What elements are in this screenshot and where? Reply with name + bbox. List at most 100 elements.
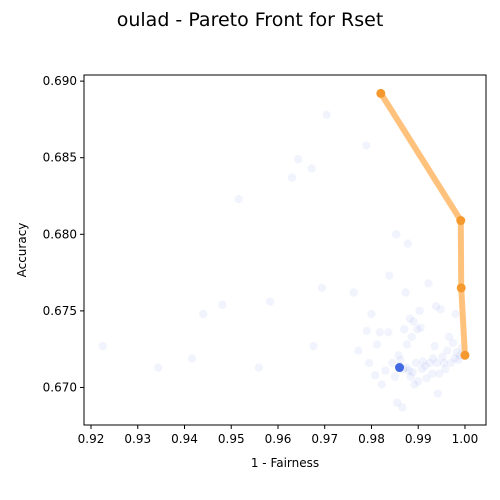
rset-point	[405, 314, 415, 323]
rset-point	[390, 372, 400, 381]
rset-point	[441, 364, 450, 374]
rset-point	[218, 300, 227, 309]
y-tick-label: 0.680	[43, 227, 77, 241]
rset-point	[322, 110, 331, 120]
rset-point	[435, 369, 444, 378]
rset-point	[375, 328, 385, 337]
rset-point	[443, 346, 452, 355]
y-tick-label: 0.685	[43, 151, 77, 165]
rset-point	[454, 355, 463, 365]
selected-point	[395, 363, 405, 373]
x-tick-label: 0.97	[311, 432, 338, 446]
rset-point	[371, 371, 380, 380]
rset-point	[407, 332, 416, 342]
rset-point	[399, 325, 409, 334]
rset-point	[392, 230, 401, 239]
rset-point	[444, 332, 454, 342]
rset-point	[452, 348, 462, 357]
x-tick-label: 0.92	[78, 432, 105, 446]
rset-point	[287, 173, 297, 182]
rset-point	[154, 363, 163, 372]
rset-point	[431, 302, 441, 311]
rset-point	[187, 354, 197, 363]
rset-point	[406, 372, 415, 381]
rset-point	[408, 367, 417, 377]
rset-point	[367, 309, 376, 319]
rset-point	[414, 377, 423, 386]
x-tick-label: 1.00	[452, 432, 479, 446]
y-tick-label: 0.675	[43, 304, 77, 318]
rset-point	[409, 317, 418, 326]
rset-point	[428, 369, 437, 378]
rset-point	[436, 305, 445, 314]
rset-point	[433, 389, 443, 398]
x-tick-label: 0.95	[218, 432, 245, 446]
y-tick-label: 0.670	[43, 380, 77, 394]
rset-point	[402, 363, 411, 372]
x-axis-label: 1 - Fairness	[251, 456, 319, 470]
rset-point	[396, 355, 405, 365]
x-tick-label: 0.96	[265, 432, 292, 446]
axes-frame	[83, 74, 487, 426]
rset-point	[428, 354, 438, 363]
y-tick-label: 0.690	[43, 74, 77, 88]
rset-point	[392, 398, 402, 407]
rset-point	[377, 380, 386, 389]
x-tick-label: 0.99	[405, 432, 432, 446]
rset-point	[424, 279, 433, 288]
rset-point	[446, 358, 456, 368]
x-tick-label: 0.93	[124, 432, 151, 446]
rset-point	[413, 325, 422, 334]
rset-point	[448, 338, 458, 348]
rset-point	[432, 358, 442, 368]
pareto-front-point	[456, 216, 466, 226]
rset-point	[422, 374, 431, 383]
rset-point	[388, 358, 397, 368]
rset-point	[293, 155, 303, 164]
rset-point	[425, 358, 435, 368]
x-tick-label: 0.94	[171, 432, 198, 446]
rset-point	[410, 380, 419, 389]
rset-point	[372, 340, 382, 349]
rset-point	[349, 288, 358, 297]
rset-point	[403, 239, 413, 248]
rset-point	[234, 194, 243, 204]
plot-area	[98, 88, 470, 412]
rset-point	[394, 351, 403, 360]
rset-point	[354, 346, 363, 355]
pareto-front-point	[376, 88, 386, 98]
pareto-front-point	[460, 350, 470, 360]
rset-point	[385, 271, 394, 280]
rset-point	[98, 341, 107, 351]
y-axis-label: Accuracy	[15, 223, 29, 278]
rset-point	[384, 328, 393, 337]
rset-point	[254, 363, 264, 372]
rset-point	[362, 141, 371, 150]
rset-point	[198, 309, 208, 319]
rset-point	[417, 364, 427, 374]
rset-point	[398, 403, 407, 412]
x-tick-label: 0.98	[358, 432, 385, 446]
x-axis: 0.92 0.93 0.94 0.95 0.96 0.97 0.98 0.99 1.00	[78, 425, 479, 446]
pareto-front-point	[456, 283, 466, 293]
pareto-front-line	[377, 90, 468, 359]
rset-point	[401, 288, 410, 297]
rset-point	[416, 323, 425, 332]
rset-point	[415, 306, 424, 316]
rset-point	[307, 164, 316, 173]
rset-point	[418, 357, 428, 366]
rset-point	[450, 354, 459, 363]
rset-point	[309, 341, 318, 351]
rset-point	[362, 326, 372, 335]
rset-point	[265, 297, 275, 306]
rset-point	[364, 358, 374, 368]
rset-point	[421, 361, 430, 371]
y-axis: 0.670 0.675 0.680 0.685 0.690	[43, 74, 84, 394]
chart-title: oulad - Pareto Front for Rset	[117, 9, 384, 31]
rset-point	[438, 352, 447, 362]
rset-point	[411, 358, 421, 368]
rset-point	[381, 366, 390, 375]
rset-point	[317, 283, 327, 293]
rset-point	[451, 309, 460, 319]
